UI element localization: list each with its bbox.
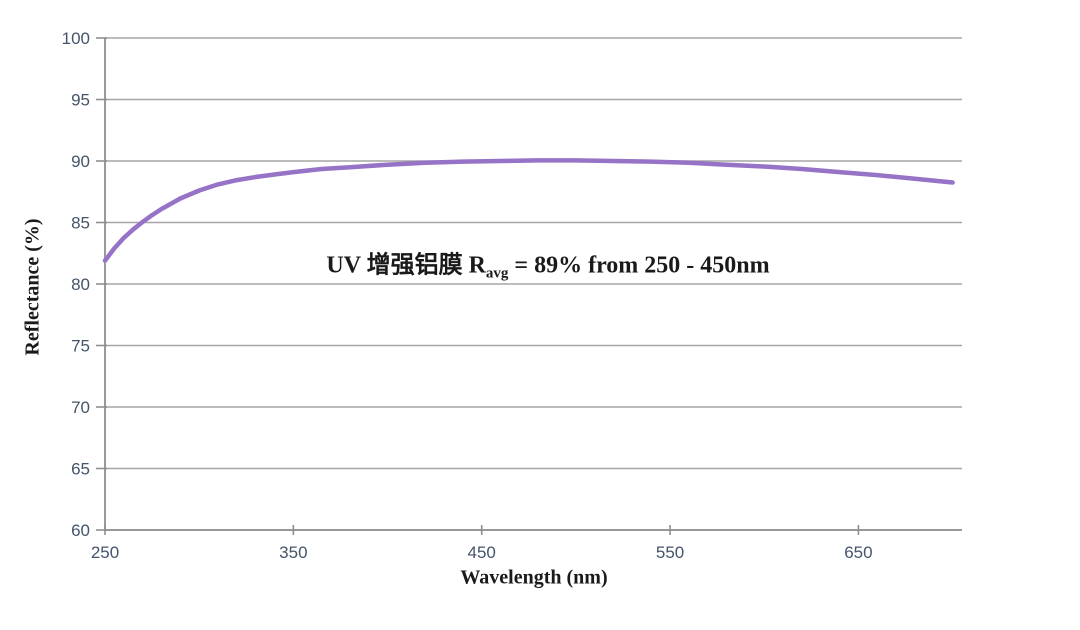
y-axis-tick-label: 90 [71,152,90,171]
x-axis-tick-label: 250 [91,543,119,562]
reflectance-series-line [102,158,955,263]
chart-annotation: UV 增强铝膜 Ravg = 89% from 250 - 450nm [326,245,770,282]
y-axis-tick-label: 60 [71,521,90,540]
y-axis-tick-label: 100 [62,29,90,48]
annotation-text-prefix: UV 增强铝膜 R [326,252,486,279]
x-axis-tick-label: 450 [468,543,496,562]
annotation-text-suffix: = 89% from 250 - 450nm [508,252,770,279]
x-axis-tick-label: 650 [844,543,872,562]
x-axis-tick-label: 350 [279,543,307,562]
x-axis-tick-label: 550 [656,543,684,562]
y-axis-tick-label: 95 [71,91,90,110]
y-axis-tick-label: 65 [71,460,90,479]
y-axis-tick-label: 70 [71,398,90,417]
x-axis-title: Wavelength (nm) [460,566,608,589]
y-axis-title: Reflectance (%) [21,218,44,356]
y-axis-tick-label: 80 [71,275,90,294]
y-axis-tick-label: 85 [71,214,90,233]
annotation-subscript: avg [485,265,509,282]
y-axis-tick-label: 75 [71,337,90,356]
